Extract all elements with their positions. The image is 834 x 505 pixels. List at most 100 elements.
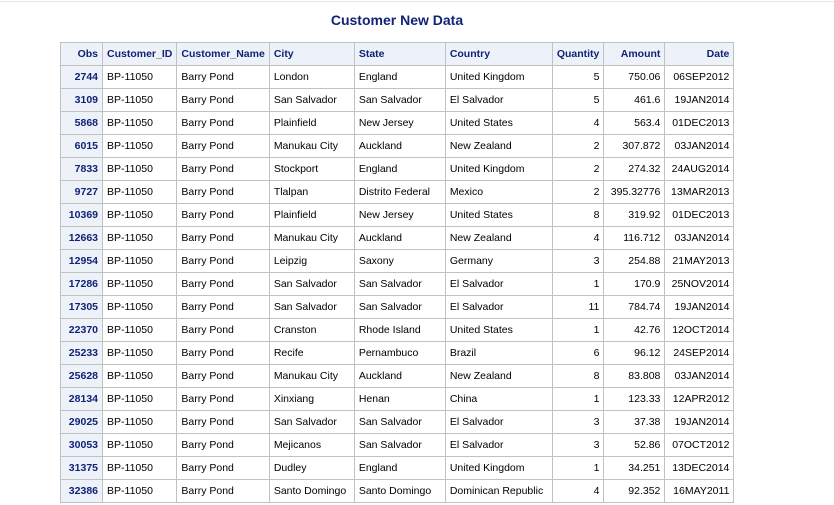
date-cell: 06SEP2012 xyxy=(664,65,735,89)
customer-name-cell: Barry Pond xyxy=(176,203,270,227)
date-cell: 03JAN2014 xyxy=(664,226,735,250)
obs-cell: 3109 xyxy=(60,88,103,112)
customer-name-cell: Barry Pond xyxy=(176,318,270,342)
state-cell: Auckland xyxy=(353,226,446,250)
date-cell: 21MAY2013 xyxy=(664,249,735,273)
customer-id-cell: BP-11050 xyxy=(101,387,178,411)
table-row: 22370 BP-11050 Barry Pond Cranston Rhode Isl… xyxy=(60,318,735,342)
country-cell: United Kingdom xyxy=(444,157,553,181)
column-header-customer-name: Customer_Name xyxy=(176,42,270,66)
city-cell: Manukau City xyxy=(268,134,355,158)
table-row: 3109 BP-11050 Barry Pond San Salvador San Sa… xyxy=(60,88,735,112)
customer-name-cell: Barry Pond xyxy=(176,433,270,457)
country-cell: United Kingdom xyxy=(444,65,553,89)
customer-name-cell: Barry Pond xyxy=(176,88,270,112)
amount-cell: 395.32776 xyxy=(603,180,666,204)
column-header-customer-id: Customer_ID xyxy=(101,42,178,66)
quantity-cell: 5 xyxy=(551,88,605,112)
obs-cell: 32386 xyxy=(60,479,103,503)
quantity-cell: 2 xyxy=(551,157,605,181)
column-header-obs: Obs xyxy=(60,42,103,66)
city-cell: Cranston xyxy=(268,318,355,342)
table-row: 12663 BP-11050 Barry Pond Manukau City Auckl… xyxy=(60,226,735,250)
customer-id-cell: BP-11050 xyxy=(101,479,178,503)
state-cell: Santo Domingo xyxy=(353,479,446,503)
country-cell: El Salvador xyxy=(444,88,553,112)
obs-cell: 28134 xyxy=(60,387,103,411)
quantity-cell: 2 xyxy=(551,180,605,204)
customer-name-cell: Barry Pond xyxy=(176,249,270,273)
obs-cell: 10369 xyxy=(60,203,103,227)
table-body: 2744 BP-11050 Barry Pond London England Unite… xyxy=(60,65,735,503)
obs-cell: 31375 xyxy=(60,456,103,480)
customer-name-cell: Barry Pond xyxy=(176,295,270,319)
customer-name-cell: Barry Pond xyxy=(176,364,270,388)
customer-name-cell: Barry Pond xyxy=(176,341,270,365)
quantity-cell: 8 xyxy=(551,203,605,227)
country-cell: Brazil xyxy=(444,341,553,365)
customer-name-cell: Barry Pond xyxy=(176,387,270,411)
city-cell: Xinxiang xyxy=(268,387,355,411)
date-cell: 16MAY2011 xyxy=(664,479,735,503)
table-row: 31375 BP-11050 Barry Pond Dudley England Unit… xyxy=(60,456,735,480)
column-header-city: City xyxy=(268,42,355,66)
quantity-cell: 2 xyxy=(551,134,605,158)
obs-cell: 12954 xyxy=(60,249,103,273)
date-cell: 19JAN2014 xyxy=(664,410,735,434)
table-row: 25233 BP-11050 Barry Pond Recife Pernambuco B… xyxy=(60,341,735,365)
country-cell: El Salvador xyxy=(444,272,553,296)
report-title: Customer New Data xyxy=(330,12,464,28)
customer-id-cell: BP-11050 xyxy=(101,157,178,181)
quantity-cell: 11 xyxy=(551,295,605,319)
customer-id-cell: BP-11050 xyxy=(101,249,178,273)
table-row: 32386 BP-11050 Barry Pond Santo Domingo Sant… xyxy=(60,479,735,503)
amount-cell: 563.4 xyxy=(603,111,666,135)
customer-data-table: Obs Customer_ID Customer_Name City State… xyxy=(60,42,735,503)
city-cell: Stockport xyxy=(268,157,355,181)
column-header-quantity: Quantity xyxy=(551,42,605,66)
obs-cell: 30053 xyxy=(60,433,103,457)
state-cell: England xyxy=(353,65,446,89)
quantity-cell: 3 xyxy=(551,410,605,434)
amount-cell: 52.86 xyxy=(603,433,666,457)
quantity-cell: 1 xyxy=(551,318,605,342)
table-row: 7833 BP-11050 Barry Pond Stockport England Un… xyxy=(60,157,735,181)
city-cell: Leipzig xyxy=(268,249,355,273)
amount-cell: 319.92 xyxy=(603,203,666,227)
customer-id-cell: BP-11050 xyxy=(101,180,178,204)
quantity-cell: 3 xyxy=(551,433,605,457)
amount-cell: 116.712 xyxy=(603,226,666,250)
amount-cell: 307.872 xyxy=(603,134,666,158)
date-cell: 19JAN2014 xyxy=(664,295,735,319)
table-row: 17305 BP-11050 Barry Pond San Salvador San S… xyxy=(60,295,735,319)
customer-id-cell: BP-11050 xyxy=(101,226,178,250)
top-divider xyxy=(0,1,834,2)
country-cell: United States xyxy=(444,203,553,227)
customer-name-cell: Barry Pond xyxy=(176,157,270,181)
state-cell: Henan xyxy=(353,387,446,411)
table-row: 29025 BP-11050 Barry Pond San Salvador San S… xyxy=(60,410,735,434)
date-cell: 24SEP2014 xyxy=(664,341,735,365)
date-cell: 19JAN2014 xyxy=(664,88,735,112)
amount-cell: 750.06 xyxy=(603,65,666,89)
table-row: 12954 BP-11050 Barry Pond Leipzig Saxony Germ… xyxy=(60,249,735,273)
customer-name-cell: Barry Pond xyxy=(176,111,270,135)
date-cell: 01DEC2013 xyxy=(664,111,735,135)
amount-cell: 170.9 xyxy=(603,272,666,296)
obs-cell: 12663 xyxy=(60,226,103,250)
date-cell: 13MAR2013 xyxy=(664,180,735,204)
table-row: 17286 BP-11050 Barry Pond San Salvador San S… xyxy=(60,272,735,296)
column-header-country: Country xyxy=(444,42,553,66)
customer-id-cell: BP-11050 xyxy=(101,364,178,388)
customer-id-cell: BP-11050 xyxy=(101,134,178,158)
amount-cell: 461.6 xyxy=(603,88,666,112)
city-cell: Manukau City xyxy=(268,364,355,388)
obs-cell: 6015 xyxy=(60,134,103,158)
date-cell: 25NOV2014 xyxy=(664,272,735,296)
customer-id-cell: BP-11050 xyxy=(101,295,178,319)
amount-cell: 784.74 xyxy=(603,295,666,319)
city-cell: Dudley xyxy=(268,456,355,480)
city-cell: Recife xyxy=(268,341,355,365)
quantity-cell: 1 xyxy=(551,272,605,296)
customer-id-cell: BP-11050 xyxy=(101,318,178,342)
